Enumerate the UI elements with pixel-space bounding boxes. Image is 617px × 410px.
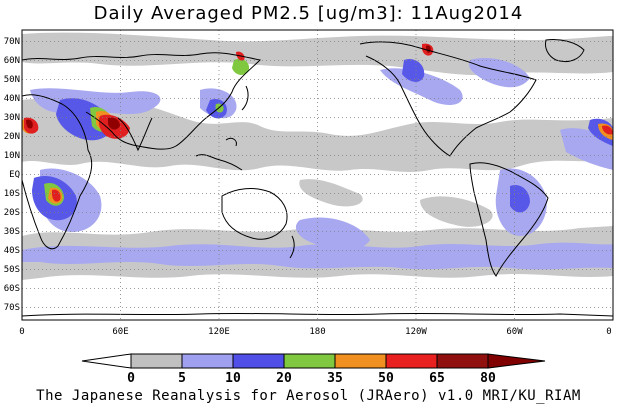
map-frame <box>21 29 614 321</box>
legend-box <box>385 353 438 369</box>
lat-label: 40S <box>4 246 20 256</box>
lat-label: 10S <box>4 189 20 199</box>
legend-box <box>130 353 183 369</box>
map-title: Daily Averaged PM2.5 [ug/m3]: 11Aug2014 <box>93 3 524 24</box>
lat-label: 30N <box>4 113 20 123</box>
legend-box <box>334 353 387 369</box>
lon-label: 180 <box>309 327 325 337</box>
legend-below-arrow <box>81 353 132 369</box>
lat-label: 40N <box>4 94 20 104</box>
map-gridlines <box>22 30 613 320</box>
lat-label: 70N <box>4 37 20 47</box>
legend-box <box>232 353 285 369</box>
legend-tick: 35 <box>327 371 343 386</box>
lat-label: 70S <box>4 303 20 313</box>
footer-credit: The Japanese Reanalysis for Aerosol (JRA… <box>36 388 581 404</box>
lon-label: 60E <box>112 327 128 337</box>
legend-ticks: 0 5 10 20 35 50 65 80 <box>127 371 496 386</box>
lon-labels: 0 60E 120E 180 120W 60W 0 <box>19 327 611 337</box>
legend-box <box>436 353 489 369</box>
coastlines <box>22 39 613 317</box>
legend-tick: 80 <box>480 371 496 386</box>
legend-tick: 65 <box>429 371 445 386</box>
legend-box <box>283 353 336 369</box>
lat-label: 20N <box>4 132 20 142</box>
legend-tick: 10 <box>225 371 241 386</box>
lat-label: EQ <box>9 170 20 180</box>
lat-label: 60S <box>4 284 20 294</box>
lon-label: 120E <box>208 327 230 337</box>
lon-label: 0 <box>19 327 24 337</box>
legend-tick: 20 <box>276 371 292 386</box>
lon-label: 120W <box>405 327 427 337</box>
legend-boxes <box>130 353 489 369</box>
lat-labels: 70N 60N 50N 40N 30N 20N 10N EQ 10S 20S 3… <box>4 37 20 313</box>
legend-tick: 5 <box>178 371 186 386</box>
lat-label: 20S <box>4 208 20 218</box>
color-legend: 0 5 10 20 35 50 65 80 <box>81 353 546 386</box>
lat-label: 10N <box>4 151 20 161</box>
lat-label: 50S <box>4 265 20 275</box>
pm25-field <box>22 30 613 320</box>
legend-tick: 0 <box>127 371 135 386</box>
legend-tick: 50 <box>378 371 394 386</box>
lon-label: 0 <box>606 327 611 337</box>
legend-above-arrow <box>487 353 546 369</box>
lon-label: 60W <box>506 327 523 337</box>
lat-label: 50N <box>4 75 20 85</box>
lat-label: 30S <box>4 227 20 237</box>
pm25-band-10-20 <box>22 58 613 270</box>
legend-box <box>181 353 234 369</box>
lat-label: 60N <box>4 56 20 66</box>
